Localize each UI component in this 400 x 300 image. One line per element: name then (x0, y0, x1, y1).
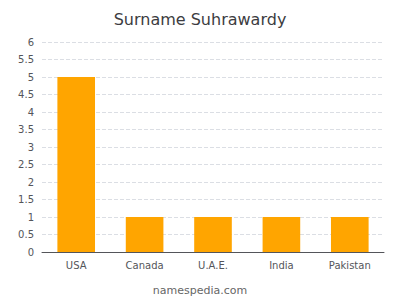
svg-text:Surname Suhrawardy: Surname Suhrawardy (114, 10, 287, 29)
svg-text:U.A.E.: U.A.E. (198, 260, 228, 271)
svg-text:Canada: Canada (126, 260, 164, 271)
svg-text:USA: USA (66, 260, 87, 271)
svg-text:0: 0 (28, 247, 34, 258)
svg-text:5.5: 5.5 (18, 54, 34, 65)
svg-text:India: India (269, 260, 294, 271)
svg-text:1: 1 (28, 212, 34, 223)
svg-text:2.5: 2.5 (18, 159, 34, 170)
svg-text:6: 6 (28, 37, 34, 48)
svg-text:namespedia.com: namespedia.com (153, 284, 247, 297)
svg-text:3: 3 (28, 142, 34, 153)
svg-text:5: 5 (28, 72, 34, 83)
svg-text:3.5: 3.5 (18, 124, 34, 135)
svg-text:1.5: 1.5 (18, 194, 34, 205)
svg-text:2: 2 (28, 177, 34, 188)
svg-text:Pakistan: Pakistan (329, 260, 371, 271)
svg-text:4: 4 (28, 107, 34, 118)
svg-text:0.5: 0.5 (18, 229, 34, 240)
svg-text:4.5: 4.5 (18, 89, 34, 100)
